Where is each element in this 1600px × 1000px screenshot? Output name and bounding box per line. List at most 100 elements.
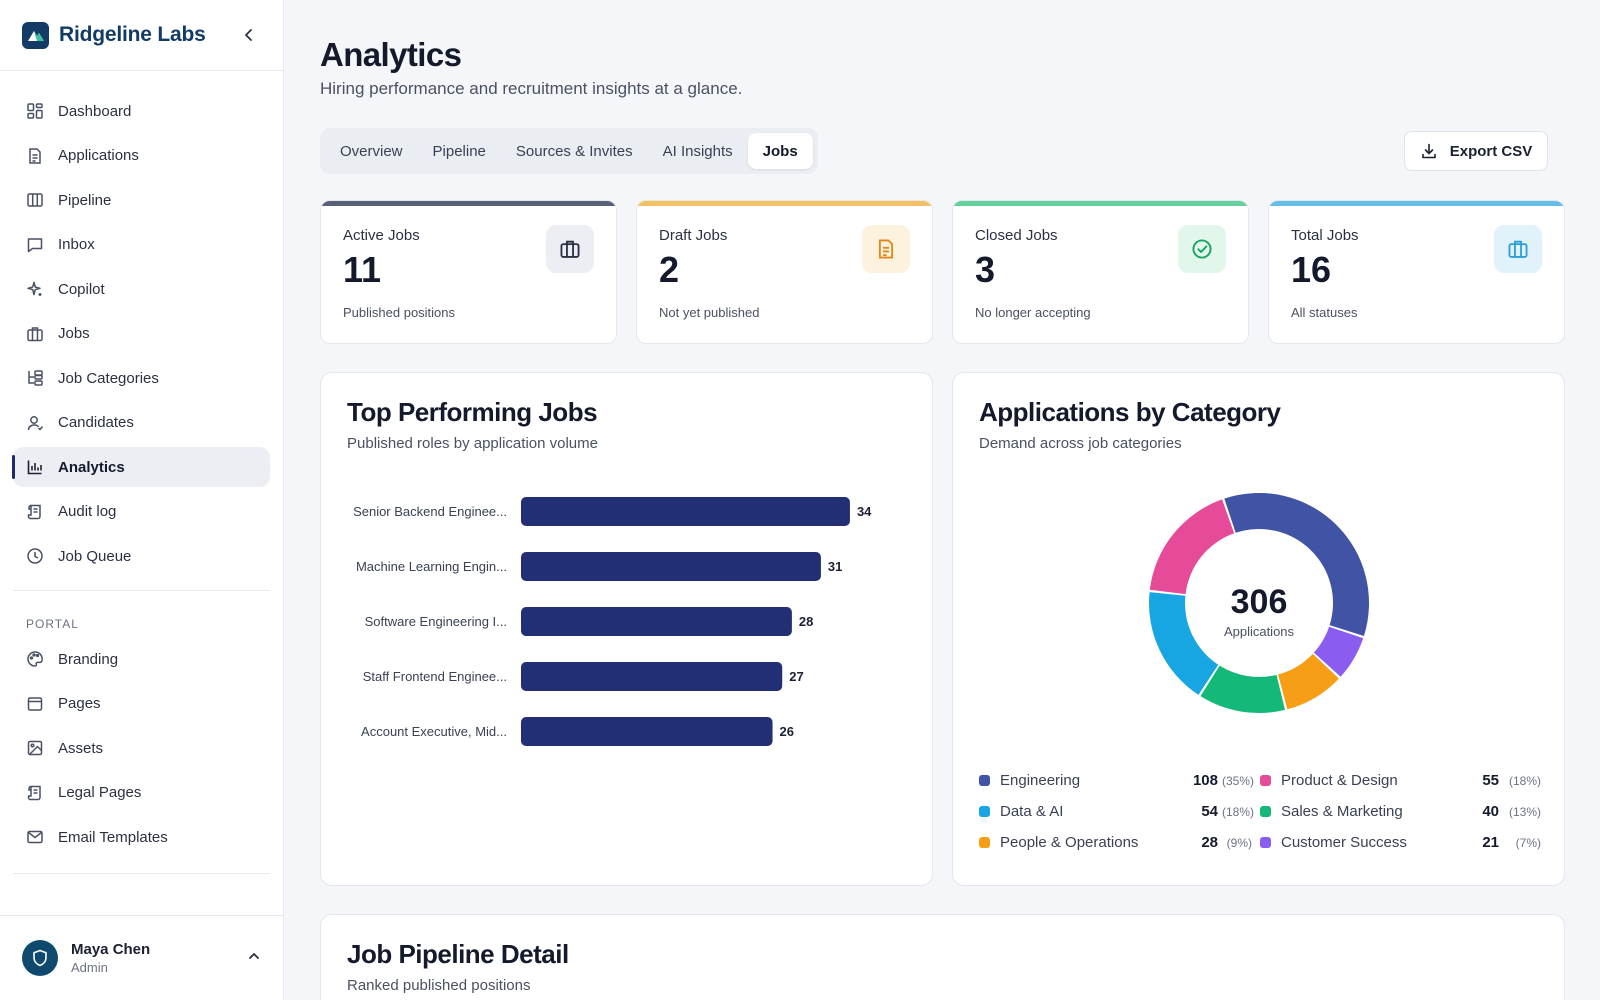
palette-icon (27, 651, 43, 667)
user-menu[interactable]: Maya Chen Admin (0, 915, 283, 1000)
sidebar-item-label: Job Queue (58, 547, 132, 565)
bar-category-label: Account Executive, Mid... (361, 724, 507, 739)
legend-row: Data & AI 54 (18%) Sales & Marketing 40 (13%… (979, 796, 1541, 827)
sidebar: Ridgeline Labs Dashboard Applications Pi… (0, 0, 284, 1000)
donut-slice (1278, 653, 1339, 710)
panel-subtitle: Published roles by application volume (347, 435, 598, 452)
message-icon (27, 237, 43, 252)
top-performing-jobs-panel: Top Performing Jobs Published roles by a… (320, 372, 933, 886)
legend-percent: (9%) (1226, 835, 1252, 850)
job-pipeline-detail-panel: Job Pipeline Detail Ranked published pos… (320, 914, 1565, 1000)
bar-value-label: 26 (780, 724, 794, 739)
stat-subtext: Not yet published (659, 305, 760, 320)
legend-percent: (35%) (1222, 773, 1255, 788)
main-content: Analytics Hiring performance and recruit… (284, 0, 1600, 1000)
shield-icon (33, 949, 47, 967)
sidebar-item-inbox[interactable]: Inbox (13, 225, 270, 265)
document-icon (862, 225, 910, 273)
sidebar-item-assets[interactable]: Assets (13, 728, 270, 768)
panel-title: Job Pipeline Detail (347, 939, 569, 969)
sidebar-item-email-templates[interactable]: Email Templates (13, 817, 270, 857)
brand-logo-icon (22, 21, 49, 49)
legend-value: 28 (1201, 834, 1218, 851)
sidebar-item-pipeline[interactable]: Pipeline (13, 180, 270, 220)
stat-accent-bar (321, 201, 616, 206)
stat-accent-bar (953, 201, 1248, 206)
sidebar-item-jobs[interactable]: Jobs (13, 314, 270, 354)
legend-swatch (979, 837, 990, 848)
legend-item: People & Operations 28 (9%) (979, 834, 1260, 851)
panel-title: Top Performing Jobs (347, 397, 598, 427)
sidebar-item-label: Candidates (58, 414, 134, 431)
legend-item: Engineering 108 (35%) (979, 772, 1260, 789)
legend-item: Sales & Marketing 40 (13%) (1260, 803, 1541, 820)
briefcase-icon (546, 225, 594, 273)
tab-sources-invites[interactable]: Sources & Invites (515, 142, 633, 160)
stat-card-total-jobs: Total Jobs 16 All statuses (1268, 200, 1565, 344)
mail-icon (27, 830, 43, 844)
stat-card-closed-jobs: Closed Jobs 3 No longer accepting (952, 200, 1249, 344)
main-nav: Dashboard Applications Pipeline Inbox Co… (0, 71, 283, 576)
sidebar-item-job-queue[interactable]: Job Queue (13, 536, 270, 576)
sidebar-item-label: Branding (58, 650, 119, 668)
category-legend: Engineering 108 (35%) Product & Design 55 (1… (979, 765, 1541, 858)
page-title: Analytics (320, 36, 462, 73)
sidebar-item-label: Email Templates (58, 828, 168, 846)
sidebar-item-label: Job Categories (58, 369, 159, 387)
legend-label: Data & AI (1000, 803, 1064, 820)
image-icon (27, 740, 43, 756)
bar (521, 552, 821, 581)
stat-accent-bar (1269, 201, 1564, 206)
legend-label: Engineering (1000, 772, 1081, 789)
export-csv-label: Export CSV (1449, 142, 1533, 160)
stat-label: Closed Jobs (975, 227, 1058, 244)
stat-label: Total Jobs (1291, 227, 1359, 244)
tab-overview[interactable]: Overview (340, 142, 403, 160)
legend-value: 108 (1192, 772, 1218, 789)
sidebar-item-pages[interactable]: Pages (13, 684, 270, 724)
legend-swatch (1260, 837, 1271, 848)
bar (521, 662, 783, 691)
legend-item: Data & AI 54 (18%) (979, 803, 1260, 820)
user-menu-toggle[interactable] (247, 949, 261, 968)
sidebar-item-job-categories[interactable]: Job Categories (13, 358, 270, 398)
panel-title: Applications by Category (979, 397, 1281, 427)
bar-value-label: 31 (828, 559, 842, 574)
tab-jobs[interactable]: Jobs (747, 133, 813, 169)
sidebar-item-candidates[interactable]: Candidates (13, 403, 270, 443)
legend-percent: (7%) (1515, 835, 1541, 850)
sidebar-item-dashboard[interactable]: Dashboard (13, 91, 270, 131)
bar-category-label: Machine Learning Engin... (356, 559, 507, 574)
sidebar-item-audit-log[interactable]: Audit log (13, 492, 270, 532)
legend-value: 40 (1482, 803, 1499, 820)
sidebar-item-branding[interactable]: Branding (13, 639, 270, 679)
donut-slice (1149, 592, 1219, 695)
donut-slice (1313, 626, 1364, 677)
sidebar-item-applications[interactable]: Applications (13, 136, 270, 176)
document-icon (29, 147, 41, 164)
top-jobs-bar-chart: Senior Backend Enginee... 34 Machine Learn… (353, 497, 872, 746)
legend-swatch (1260, 775, 1271, 786)
user-role: Admin (71, 960, 108, 975)
scroll-icon (27, 785, 41, 800)
sidebar-divider (13, 590, 270, 591)
sidebar-item-label: Audit log (58, 503, 117, 520)
sidebar-item-copilot[interactable]: Copilot (13, 269, 270, 309)
panel-subtitle: Ranked published positions (347, 977, 531, 994)
scroll-icon (27, 504, 41, 519)
export-csv-button[interactable]: Export CSV (1404, 131, 1548, 171)
collapse-sidebar-button[interactable] (237, 23, 261, 47)
tab-pipeline[interactable]: Pipeline (432, 142, 486, 160)
legend-label: Customer Success (1281, 834, 1407, 851)
legend-swatch (979, 806, 990, 817)
bar-value-label: 34 (857, 504, 872, 519)
sidebar-item-legal-pages[interactable]: Legal Pages (13, 773, 270, 813)
sidebar-item-label: Assets (58, 739, 104, 757)
brand-header: Ridgeline Labs (0, 0, 283, 71)
donut-center-label: Applications (1224, 624, 1295, 639)
brand-name: Ridgeline Labs (59, 23, 206, 46)
tab-ai-insights[interactable]: AI Insights (662, 142, 733, 160)
bar (521, 717, 773, 746)
chevron-up-icon (249, 952, 259, 959)
sidebar-item-analytics[interactable]: Analytics (12, 447, 270, 487)
